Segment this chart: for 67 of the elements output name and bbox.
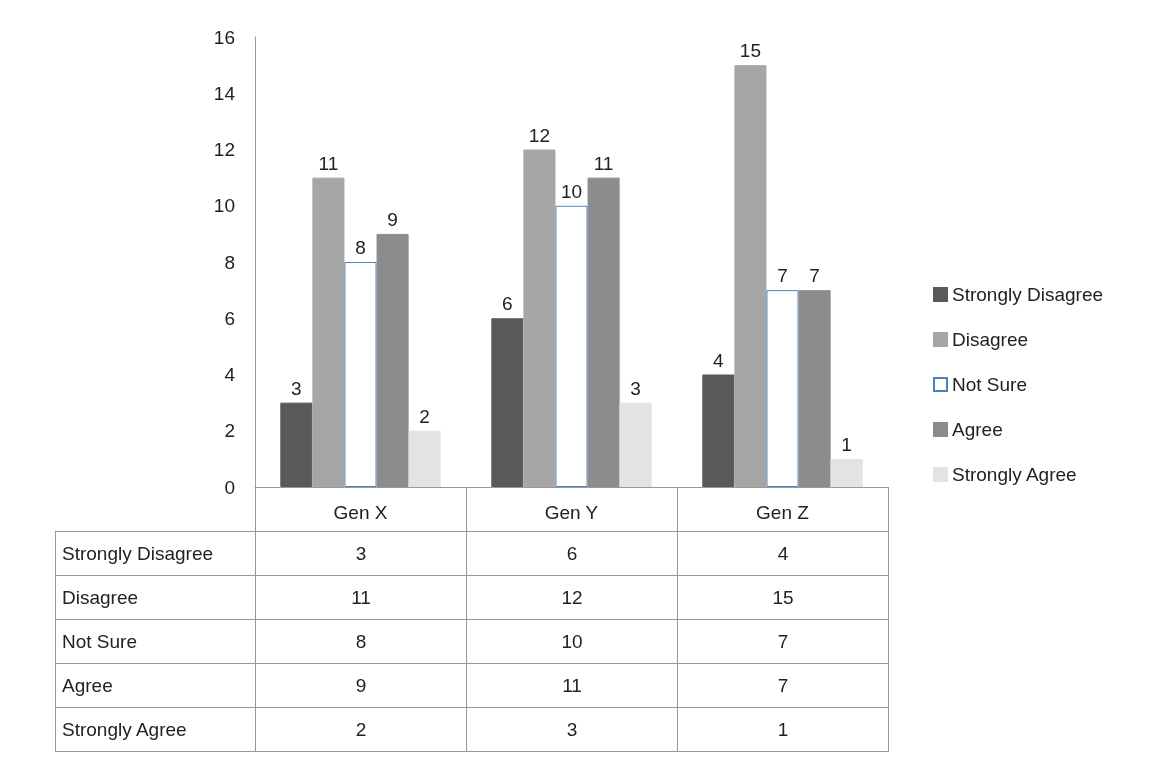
y-tick-label: 12 [213, 139, 235, 160]
annotation: 3 [291, 377, 302, 399]
bar [702, 374, 735, 487]
bar [798, 290, 831, 487]
annotation: 3 [630, 377, 641, 399]
data-label: 8 [255, 619, 467, 664]
annotation: 10 [560, 180, 583, 202]
data-label: 10 [466, 619, 678, 664]
bar [734, 65, 767, 487]
annotation: 4 [713, 349, 725, 371]
bar [619, 402, 652, 487]
annotation: 8 [355, 237, 366, 258]
bar [523, 149, 556, 487]
annotation: 6 [502, 293, 513, 315]
annotation: 11 [318, 152, 339, 174]
data-label: 3 [255, 531, 467, 576]
legend-label: Strongly Agree [952, 464, 1077, 485]
data-label: 4 [677, 531, 889, 576]
bar [280, 402, 313, 487]
text: Strongly Disagree [62, 542, 214, 564]
bar [376, 233, 409, 487]
bar [312, 177, 345, 487]
x-tick-label: Gen X [333, 502, 388, 523]
bar [555, 205, 588, 487]
bar [766, 290, 799, 487]
data-label: 11 [466, 663, 678, 708]
bar [344, 262, 377, 487]
y-tick-label: 10 [213, 195, 235, 217]
annotation: 11 [593, 152, 614, 174]
data-label: 11 [255, 575, 467, 620]
bar [491, 318, 524, 487]
data-label: 2 [255, 707, 467, 752]
text: Agree [62, 674, 113, 696]
annotation: 1 [841, 433, 852, 455]
data-label: 7 [677, 663, 889, 708]
legend-label: Disagree [952, 329, 1029, 350]
bar [408, 430, 441, 487]
data-label: 6 [466, 531, 678, 576]
data-label: 15 [677, 575, 889, 620]
legend-label: Not Sure [952, 374, 1027, 395]
annotation: 15 [739, 40, 761, 62]
annotation: 12 [528, 124, 550, 146]
y-tick-label: 14 [213, 82, 236, 104]
text: Disagree [62, 586, 139, 608]
data-label: 3 [466, 707, 678, 752]
bar [587, 177, 620, 487]
legend-label: Strongly Disagree [952, 284, 1104, 305]
y-tick-label: 2 [224, 420, 235, 442]
text: Strongly Agree [62, 718, 187, 740]
data-label: 9 [255, 663, 467, 708]
x-tick-label: Gen Y [544, 502, 599, 523]
data-label: 7 [677, 619, 889, 664]
text: Not Sure [62, 630, 137, 652]
annotation: 7 [777, 265, 788, 287]
x-tick-label: Gen Z [756, 502, 810, 523]
data-label: 12 [466, 575, 678, 620]
annotation: 9 [387, 208, 398, 230]
y-tick-label: 16 [213, 26, 235, 48]
y-tick-label: 8 [224, 251, 235, 273]
y-tick-label: 6 [224, 307, 235, 329]
annotation: 7 [809, 265, 820, 287]
bar [830, 458, 863, 487]
annotation: 2 [419, 405, 430, 427]
y-tick-label: 4 [224, 364, 236, 385]
y-tick-label: 0 [224, 476, 235, 498]
data-label: 1 [677, 707, 889, 752]
legend-label: Agree [952, 419, 1003, 440]
